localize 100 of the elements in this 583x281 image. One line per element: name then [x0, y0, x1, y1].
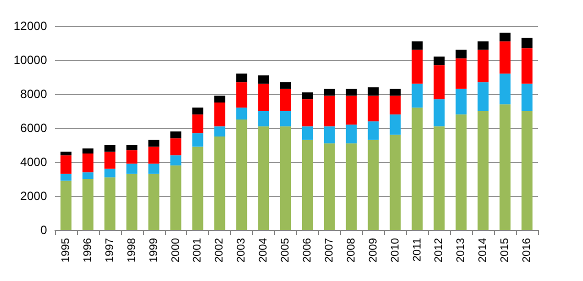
- bar: [60, 180, 72, 230]
- bar: [500, 41, 511, 74]
- bar: [170, 131, 182, 138]
- bar: [104, 145, 116, 152]
- bar: [456, 50, 467, 58]
- bar: [214, 126, 226, 136]
- bar: [170, 155, 182, 166]
- bar: [522, 38, 533, 48]
- bar: [500, 74, 511, 104]
- x-tick-label: 2016: [521, 238, 534, 262]
- x-tick-label: 2004: [258, 238, 270, 262]
- bar: [258, 75, 270, 84]
- bar: [456, 114, 467, 230]
- y-tick-label: 8000: [20, 87, 48, 101]
- bar: [280, 82, 292, 89]
- bar: [60, 174, 72, 181]
- bar: [236, 120, 248, 230]
- x-tick-label: 1995: [60, 238, 72, 262]
- x-tick-label: 2012: [433, 238, 446, 262]
- x-tick-label: 2006: [301, 238, 314, 262]
- bar: [126, 150, 138, 164]
- bar: [280, 126, 292, 230]
- bar: [192, 114, 204, 134]
- bar: [412, 108, 423, 230]
- bar: [126, 174, 138, 230]
- y-tick-label: 6000: [20, 121, 48, 135]
- bar: [214, 102, 226, 126]
- y-tick-label: 2000: [20, 189, 48, 203]
- bar: [236, 108, 248, 120]
- bar: [126, 164, 138, 174]
- bar: [390, 134, 401, 230]
- x-tick-label: 2008: [345, 238, 358, 262]
- bar: [104, 152, 116, 169]
- bar: [192, 133, 204, 147]
- bar: [214, 96, 226, 102]
- bar: [522, 48, 533, 84]
- x-tick-label: 2009: [367, 238, 380, 262]
- bar: [412, 50, 423, 84]
- bar: [104, 177, 116, 230]
- bar: [346, 124, 357, 144]
- bar: [434, 65, 445, 100]
- bar: [82, 179, 94, 230]
- bar: [368, 87, 379, 96]
- x-tick-label: 2001: [192, 238, 204, 262]
- bar: [258, 126, 270, 230]
- x-tick-label: 1997: [104, 238, 116, 262]
- bar: [82, 154, 94, 172]
- bar: [434, 126, 445, 230]
- y-tick-label: 12000: [14, 19, 48, 33]
- bar: [500, 104, 511, 230]
- bar: [192, 108, 204, 114]
- bar: [478, 111, 489, 230]
- x-tick-label: 2010: [389, 238, 402, 262]
- bar: [148, 140, 160, 147]
- x-tick-label: 2005: [280, 238, 292, 262]
- bar: [302, 126, 313, 140]
- bar: [522, 111, 533, 230]
- bar: [148, 164, 160, 174]
- bar: [478, 41, 489, 50]
- bar: [324, 143, 335, 230]
- bar: [214, 136, 226, 230]
- bar: [192, 146, 204, 230]
- y-tick-label: 4000: [20, 155, 48, 169]
- bar: [148, 174, 160, 230]
- x-tick-label: 2015: [499, 238, 512, 262]
- bar: [302, 92, 313, 100]
- bar: [390, 88, 401, 96]
- bar: [346, 143, 357, 230]
- bar: [82, 172, 94, 179]
- bar: [412, 41, 423, 50]
- x-tick-label: 1999: [148, 238, 160, 262]
- x-tick-label: 2013: [455, 238, 468, 262]
- y-tick-label: 10000: [14, 53, 48, 67]
- bar: [258, 111, 270, 126]
- bar: [324, 88, 335, 96]
- bar: [368, 121, 379, 140]
- x-tick-label: 1996: [82, 238, 94, 262]
- bar: [104, 168, 116, 178]
- x-tick-label: 2003: [236, 238, 248, 262]
- bar: [412, 84, 423, 108]
- bar: [126, 145, 138, 150]
- bar: [368, 140, 379, 230]
- x-tick-label: 2000: [170, 238, 182, 262]
- bar: [368, 96, 379, 122]
- bar: [324, 96, 335, 126]
- bar: [434, 99, 445, 126]
- bar: [236, 74, 248, 82]
- bar: [82, 148, 94, 154]
- bar: [170, 138, 182, 156]
- bar: [456, 58, 467, 89]
- bar: [390, 114, 401, 135]
- bar: [302, 99, 313, 126]
- x-tick-label: 1998: [126, 238, 138, 262]
- bar: [280, 88, 292, 111]
- x-tick-label: 2014: [477, 238, 490, 262]
- bar: [478, 50, 489, 82]
- bar: [456, 88, 467, 114]
- bar: [324, 126, 335, 144]
- x-tick-label: 2007: [323, 238, 336, 262]
- x-tick-label: 2002: [214, 238, 226, 262]
